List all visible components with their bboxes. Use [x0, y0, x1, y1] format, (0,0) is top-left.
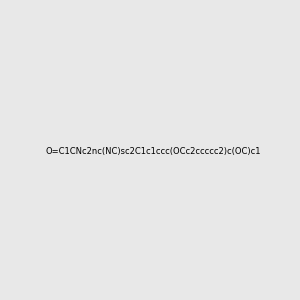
Text: O=C1CNc2nc(NC)sc2C1c1ccc(OCc2ccccc2)c(OC)c1: O=C1CNc2nc(NC)sc2C1c1ccc(OCc2ccccc2)c(OC…: [46, 147, 262, 156]
